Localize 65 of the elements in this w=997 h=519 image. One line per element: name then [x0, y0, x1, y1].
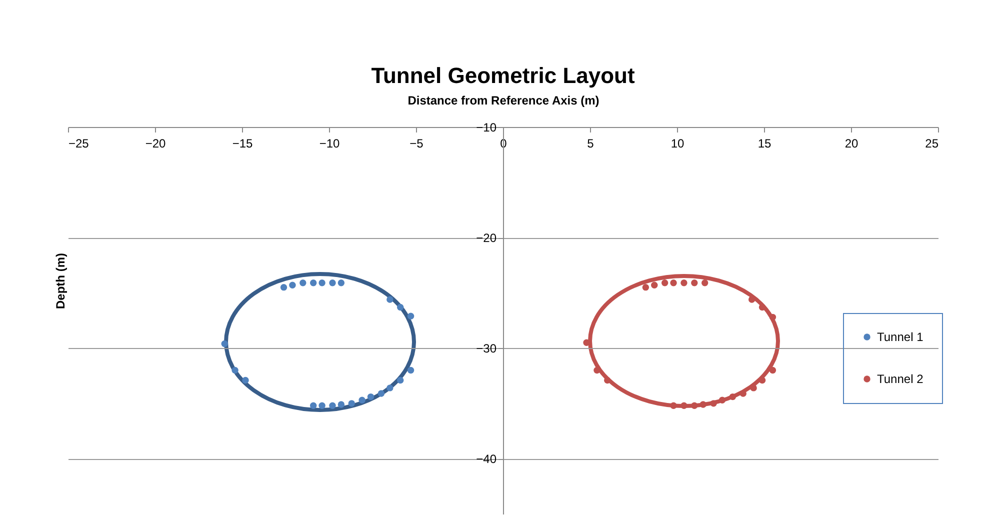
chart-title: Tunnel Geometric Layout	[371, 63, 636, 88]
y-tick-label: −20	[476, 231, 497, 246]
point	[318, 280, 326, 286]
legend-label: Tunnel 2	[877, 372, 924, 386]
point	[691, 402, 698, 409]
point	[386, 296, 394, 303]
point	[701, 280, 708, 286]
x-axis-title: Distance from Reference Axis (m)	[408, 94, 600, 108]
point	[748, 296, 756, 303]
point	[407, 366, 414, 374]
legend-label: Tunnel 1	[877, 330, 924, 344]
y-tick-label: −10	[476, 120, 497, 134]
point	[604, 376, 611, 384]
point	[642, 284, 650, 291]
point	[769, 314, 776, 321]
point	[670, 280, 677, 286]
point	[300, 280, 306, 286]
x-tick-label: 5	[587, 136, 594, 150]
y-tick-label: −30	[476, 342, 497, 356]
x-tick-label: 15	[758, 136, 772, 150]
point	[594, 366, 600, 374]
point	[396, 376, 404, 384]
point	[661, 280, 668, 286]
point	[758, 304, 766, 311]
x-tick-label: −20	[145, 136, 166, 150]
point	[329, 402, 336, 409]
point	[700, 401, 706, 408]
point	[367, 393, 374, 400]
point	[318, 402, 326, 409]
point	[758, 376, 766, 384]
point	[358, 396, 366, 404]
point	[718, 396, 726, 404]
point	[338, 401, 345, 408]
point	[680, 280, 688, 286]
point	[348, 400, 355, 407]
point	[680, 402, 688, 409]
point	[729, 393, 736, 400]
y-tick-label: −40	[476, 452, 497, 466]
point	[232, 366, 238, 374]
point	[769, 366, 776, 374]
point	[750, 384, 757, 392]
x-tick-label: 25	[925, 136, 939, 150]
point	[338, 280, 345, 286]
y-axis-title: Depth (m)	[54, 253, 68, 309]
point	[310, 280, 317, 286]
x-tick-label: −15	[232, 136, 253, 150]
point	[396, 304, 404, 311]
point	[329, 280, 336, 286]
x-tick-label: 20	[844, 136, 858, 150]
x-tick-label: −5	[410, 136, 424, 150]
point	[651, 282, 658, 288]
point	[670, 402, 677, 409]
point	[242, 376, 249, 384]
point	[280, 284, 288, 291]
point	[221, 340, 228, 348]
point	[710, 400, 717, 407]
point	[310, 402, 317, 409]
point	[386, 384, 394, 392]
point	[691, 280, 698, 286]
x-tick-label: −25	[68, 136, 90, 150]
point	[289, 282, 296, 288]
x-tick-label: 10	[670, 136, 684, 150]
x-tick-label: −10	[319, 136, 340, 150]
point	[407, 312, 414, 320]
point	[378, 390, 385, 397]
